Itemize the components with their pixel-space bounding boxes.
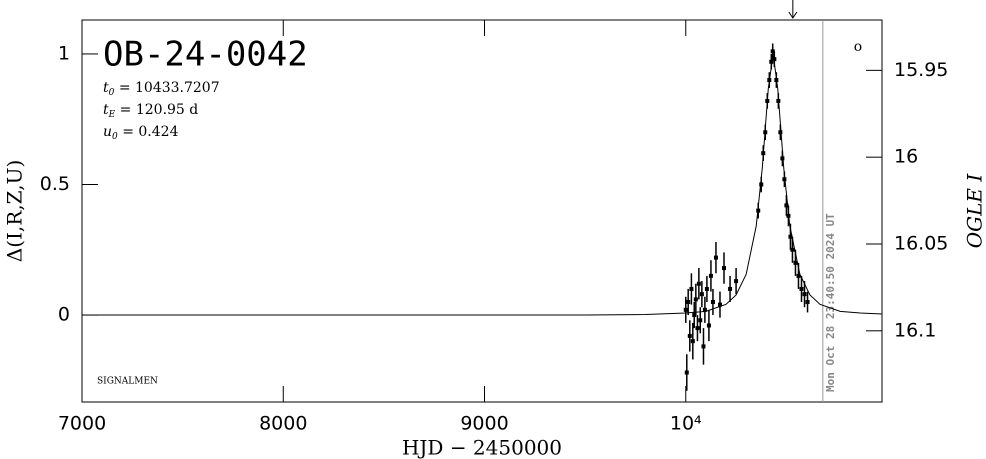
data-point xyxy=(784,203,789,208)
data-point xyxy=(693,297,698,302)
y2-axis-label: OGLE I xyxy=(963,173,986,249)
data-point xyxy=(780,156,785,161)
y2-tick-label: 16.05 xyxy=(894,232,948,254)
data-point xyxy=(786,213,791,218)
y-tick-label: 1 xyxy=(58,42,70,64)
data-point xyxy=(717,302,722,307)
data-point xyxy=(702,307,707,312)
plot-area xyxy=(82,43,882,391)
y2-tick-label: 16 xyxy=(894,146,918,168)
data-point xyxy=(689,286,694,291)
data-point xyxy=(776,98,781,103)
data-point xyxy=(802,292,807,297)
param-symbol: t xyxy=(103,102,109,118)
data-point xyxy=(687,333,692,338)
x-tick-label: 7000 xyxy=(58,413,106,435)
param-subscript: E xyxy=(108,110,116,120)
data-point xyxy=(796,273,801,278)
model-curve xyxy=(82,53,882,316)
data-point xyxy=(692,313,697,318)
y-axis-label: Δ(I,R,Z,U) xyxy=(3,160,27,262)
data-point xyxy=(698,318,703,323)
y-tick-label: 0 xyxy=(58,304,70,326)
data-point xyxy=(774,78,779,83)
param-value: = 10433.7207 xyxy=(114,80,219,96)
data-point xyxy=(708,273,713,278)
x-tick-label: 9000 xyxy=(460,413,508,435)
data-point xyxy=(799,286,804,291)
data-point xyxy=(684,370,689,375)
x-tick-label: 8000 xyxy=(259,413,307,435)
data-point xyxy=(695,326,700,331)
data-point xyxy=(770,49,775,54)
param-symbol: t xyxy=(103,80,109,96)
param-subscript: 0 xyxy=(109,88,115,98)
data-point xyxy=(722,266,727,271)
fit-parameter: u0 = 0.424 xyxy=(103,124,179,142)
arrow-head xyxy=(788,11,798,19)
plot-frame xyxy=(81,19,883,403)
y-tick-label: 0.5 xyxy=(40,173,70,195)
data-point xyxy=(713,255,718,260)
fit-parameter: t0 = 10433.7207 xyxy=(103,80,220,98)
data-point xyxy=(772,57,777,62)
data-point xyxy=(701,344,706,349)
timestamp: Mon Oct 28 23:40:50 2024 UT xyxy=(824,213,837,392)
symbol: o xyxy=(854,39,862,55)
param-subscript: 0 xyxy=(112,132,118,142)
param-symbol: u xyxy=(103,124,112,140)
data-point xyxy=(790,247,795,252)
data-point xyxy=(763,130,768,135)
data-point xyxy=(710,299,715,304)
data-point xyxy=(704,286,709,291)
data-point xyxy=(782,177,787,182)
data-point xyxy=(683,307,688,312)
data-point xyxy=(765,98,770,103)
y2-tick-label: 15.95 xyxy=(894,59,948,81)
data-point xyxy=(706,323,711,328)
data-point xyxy=(734,279,739,284)
data-point xyxy=(788,234,793,239)
data-point xyxy=(767,78,772,83)
x-tick-label: 10⁴ xyxy=(670,413,702,435)
param-value: = 0.424 xyxy=(118,124,179,140)
param-value: = 120.95 d xyxy=(115,102,198,118)
data-point xyxy=(793,260,798,265)
data-point xyxy=(690,339,695,344)
data-point xyxy=(769,59,774,64)
x-axis-label: HJD − 2450000 xyxy=(402,436,562,459)
data-point xyxy=(761,151,766,156)
data-point xyxy=(728,286,733,291)
fit-parameter: tE = 120.95 d xyxy=(103,102,198,120)
data-point xyxy=(756,208,761,213)
data-point xyxy=(699,292,704,297)
data-point xyxy=(805,299,810,304)
y2-tick-label: 16.1 xyxy=(894,319,936,341)
data-point xyxy=(696,281,701,286)
data-point xyxy=(778,130,783,135)
data-point xyxy=(686,299,691,304)
chart-title: OB-24-0042 xyxy=(103,35,308,75)
data-point xyxy=(759,182,764,187)
credit: SIGNALMEN xyxy=(97,377,158,387)
